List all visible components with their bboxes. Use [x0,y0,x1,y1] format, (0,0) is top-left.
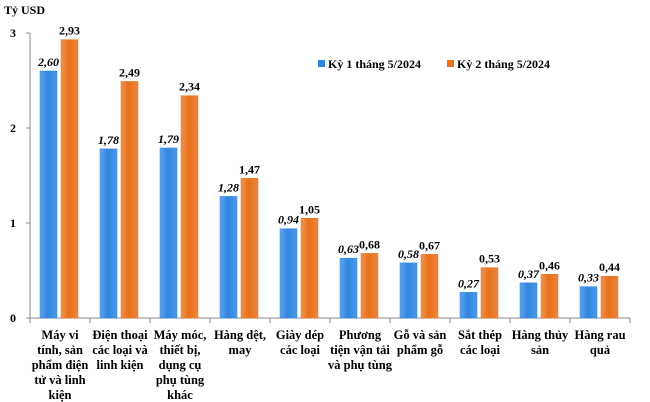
data-label: 1,79 [158,132,179,146]
data-label: 0,94 [278,213,299,227]
data-label: 2,49 [119,65,140,79]
x-tick-label: Điện thoại các loại và linh kiện [92,328,148,372]
bar-series-1 [579,286,598,319]
bar-series-1 [159,147,178,319]
bar-series-2 [120,81,139,319]
bar-series-2 [300,218,319,319]
y-tick-label: 2 [10,121,16,135]
bar-series-2 [240,178,259,319]
bar-series-1 [39,70,58,319]
data-label: 0,33 [578,271,599,285]
data-label: 1,78 [98,133,119,147]
bar-series-2 [60,39,79,319]
bar-series-1 [399,262,418,319]
bar-series-2 [600,275,619,319]
data-label: 0,27 [458,276,480,290]
bar-series-2 [540,274,559,319]
x-tick-label: Phương tiện vận tải và phụ tùng [328,328,392,372]
bar-series-1 [279,228,298,319]
data-label: 0,53 [479,252,500,266]
x-tick-label: Hàng thủy sản [511,328,569,357]
bar-series-2 [480,267,499,319]
data-label: 0,46 [539,258,560,272]
data-label: 1,47 [239,162,260,176]
y-tick-label: 3 [10,26,16,40]
x-tick-label: Máy vi tính, sản phẩm điện tử và linh ki… [31,328,89,402]
data-label: 2,34 [179,80,200,94]
legend-label: Kỳ 2 tháng 5/2024 [457,57,551,71]
bar-series-1 [459,292,478,319]
bar-series-2 [360,253,379,319]
data-label: 1,05 [299,202,320,216]
bar-series-1 [219,196,238,319]
x-tick-label: Sắt thép các loại [457,328,503,357]
data-label: 0,37 [518,267,540,281]
legend-swatch [318,60,325,67]
legend: Kỳ 1 tháng 5/2024 Kỳ 2 tháng 5/2024 [318,57,550,72]
data-label: 0,58 [398,247,419,261]
bar-series-1 [519,282,538,319]
bar-series-1 [99,148,118,319]
data-label: 1,28 [218,180,239,194]
bar-series-1 [339,257,358,319]
data-label: 0,44 [599,260,620,274]
legend-swatch [447,60,455,67]
data-label: 0,68 [359,237,380,251]
data-label: 0,63 [338,242,359,256]
x-tick-label: Hàng rau quả [574,328,626,357]
bar-series-2 [180,95,199,319]
data-label: 0,67 [419,238,440,252]
legend-label: Kỳ 1 tháng 5/2024 [328,57,422,71]
y-tick-label: 1 [10,216,16,230]
data-label: 2,93 [59,24,80,38]
legend-item-series-2: Kỳ 2 tháng 5/2024 [447,57,550,72]
y-tick-label: 0 [10,311,16,325]
data-label: 2,60 [37,55,59,69]
x-tick-label: Gỗ và sản phẩm gỗ [393,328,447,357]
x-tick-label: Giày dép các loại [275,328,325,357]
bar-series-2 [420,254,439,319]
x-tick-label: Máy móc, thiết bị, dụng cụ phụ tùng khác [153,328,207,402]
legend-item-series-1: Kỳ 1 tháng 5/2024 [318,57,421,72]
x-tick-label: Hàng dệt, may [213,328,267,357]
y-axis-label: Tỷ USD [4,3,46,17]
